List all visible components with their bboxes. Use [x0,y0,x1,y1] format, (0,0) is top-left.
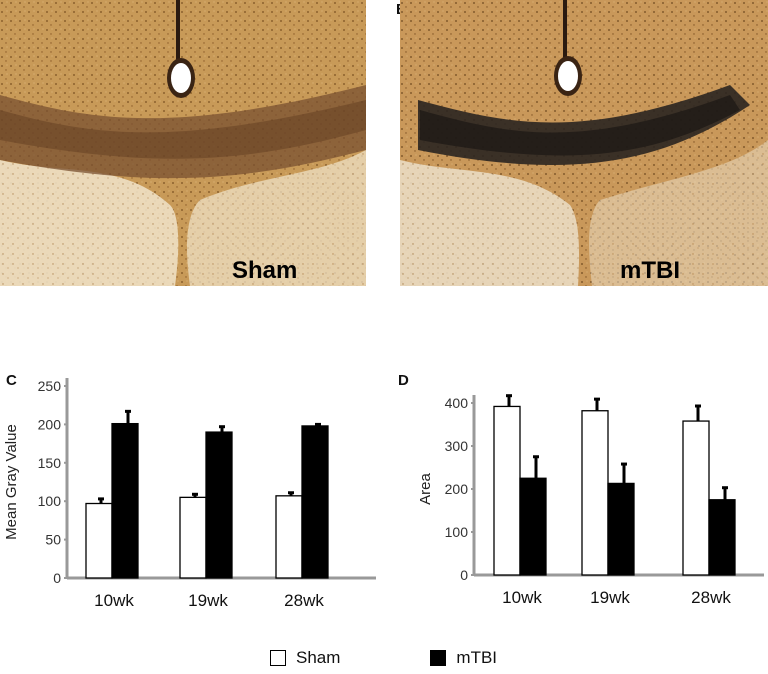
legend-label-sham: Sham [296,648,341,667]
chart-d-category-label-10wk: 10wk [502,588,542,607]
chart-d-ytick-label-100: 100 [445,524,469,540]
chart-d-ytick-label-200: 200 [445,481,469,497]
legend-swatch-mtbi [430,650,447,666]
chart-c-ytick-label-50: 50 [45,532,61,548]
chart-c-bar-sham-10wk [85,502,113,579]
chart-c-bar-sham-28wk [275,495,303,579]
chart-d-ylabel: Area [417,473,434,505]
chart-d-bar-mtbi-10wk [519,477,547,576]
micrograph-mtbi [400,0,768,286]
chart-d-svg: 0 100 200 300 400 Area 10wk 19wk 28wk [417,394,764,607]
micrograph-label-sham: Sham [232,257,298,284]
chart-c-ytick-label-200: 200 [38,416,62,432]
chart-d-category-label-19wk: 19wk [590,588,630,607]
chart-c-ytick-label-250: 250 [38,378,62,394]
chart-c-category-label-28wk: 28wk [284,591,324,610]
chart-d-ytick-label-0: 0 [460,567,468,583]
chart-d-bar-mtbi-19wk [607,482,635,576]
chart-d-bar-sham-10wk [493,405,521,576]
chart-mean-gray-value: 0 50 100 150 200 250 Mean Gray Value 10wk 19wk 28… [0,370,380,610]
legend-label-mtbi: mTBI [456,648,498,667]
panel-letter-d: D [398,372,409,389]
legend-item-mtbi: mTBI [430,648,497,668]
panel-letter-c: C [6,372,17,389]
chart-d-category-label-28wk: 28wk [691,588,731,607]
chart-c-bar-mtbi-19wk [205,431,233,579]
chart-area: 0 100 200 300 400 Area 10wk 19wk 28wk [390,370,768,610]
chart-c-ytick-label-0: 0 [53,570,61,586]
chart-c-bar-mtbi-28wk [301,425,329,579]
chart-c-bar-sham-19wk [179,496,207,579]
chart-d-bar-mtbi-28wk [708,499,736,576]
legend-swatch-sham [270,650,286,666]
chart-c-ytick-label-150: 150 [38,455,62,471]
legend-item-sham: Sham [270,648,340,668]
legend: Sham mTBI [270,648,587,668]
chart-c-ytick-label-100: 100 [38,493,62,509]
chart-c-category-label-10wk: 10wk [94,591,134,610]
micrograph-sham [0,0,366,286]
chart-d-bar-sham-28wk [682,420,710,576]
chart-c-bar-mtbi-10wk [111,422,139,579]
chart-c-svg: 0 50 100 150 200 250 Mean Gray Value 10wk 19wk 28… [3,378,376,610]
chart-c-ylabel: Mean Gray Value [3,424,20,540]
chart-d-ytick-label-400: 400 [445,395,469,411]
micrograph-label-mtbi: mTBI [620,257,680,284]
chart-d-ytick-label-300: 300 [445,438,469,454]
chart-d-bar-sham-19wk [581,410,609,576]
chart-c-category-label-19wk: 19wk [188,591,228,610]
